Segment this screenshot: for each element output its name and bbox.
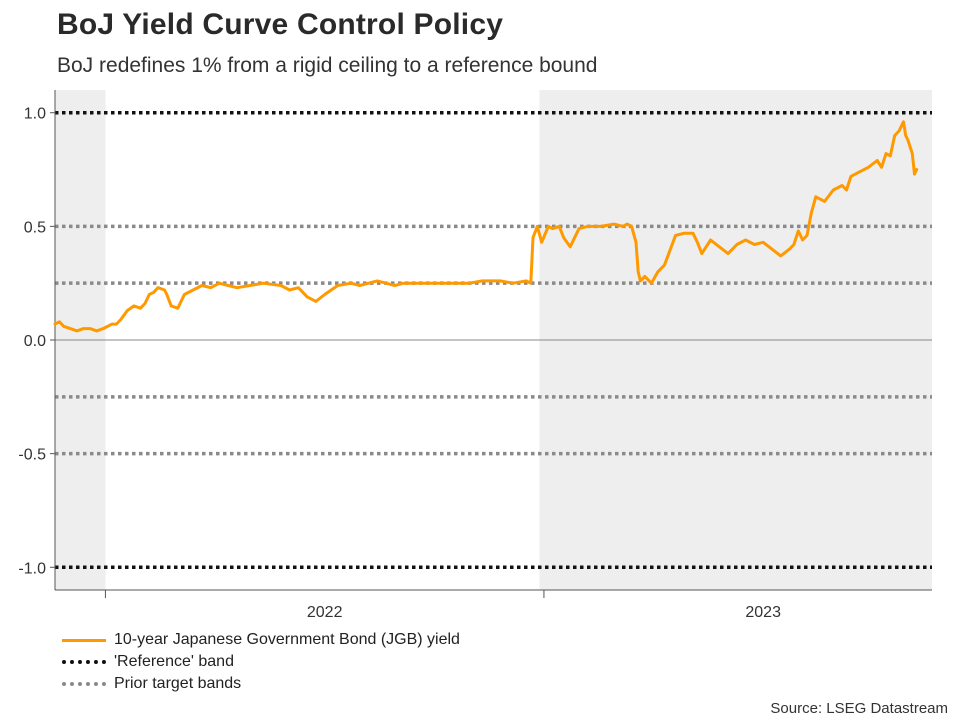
legend-label-prior: Prior target bands [114, 675, 242, 692]
y-tick-label: 0.0 [24, 333, 46, 350]
series-layer [53, 120, 919, 333]
source-note: Source: LSEG Datastream [770, 700, 948, 717]
chart-subtitle: BoJ redefines 1% from a rigid ceiling to… [57, 54, 598, 77]
legend-label-series: 10-year Japanese Government Bond (JGB) y… [114, 631, 460, 648]
chart-title: BoJ Yield Curve Control Policy [57, 8, 504, 41]
y-tick-label: 1.0 [24, 106, 46, 123]
x-tick-label: 2023 [745, 604, 781, 621]
reference-lines [55, 110, 932, 570]
legend: 10-year Japanese Government Bond (JGB) y… [62, 629, 460, 695]
legend-swatch-prior [62, 682, 106, 686]
x-tick-label: 2022 [307, 604, 343, 621]
legend-item-prior: Prior target bands [62, 673, 460, 695]
y-tick-label: -1.0 [18, 560, 46, 577]
legend-item-reference: 'Reference' band [62, 651, 460, 673]
axes: 1.0 0.5 0.0 -0.5 -1.0 2022 2023 [18, 90, 932, 621]
legend-swatch-series [62, 638, 106, 642]
y-tick-label: 0.5 [24, 219, 46, 236]
legend-item-series: 10-year Japanese Government Bond (JGB) y… [62, 629, 460, 651]
series-line-jgb-yield [53, 120, 919, 333]
legend-label-reference: 'Reference' band [114, 653, 234, 670]
y-tick-label: -0.5 [18, 447, 46, 464]
legend-swatch-reference [62, 660, 106, 664]
